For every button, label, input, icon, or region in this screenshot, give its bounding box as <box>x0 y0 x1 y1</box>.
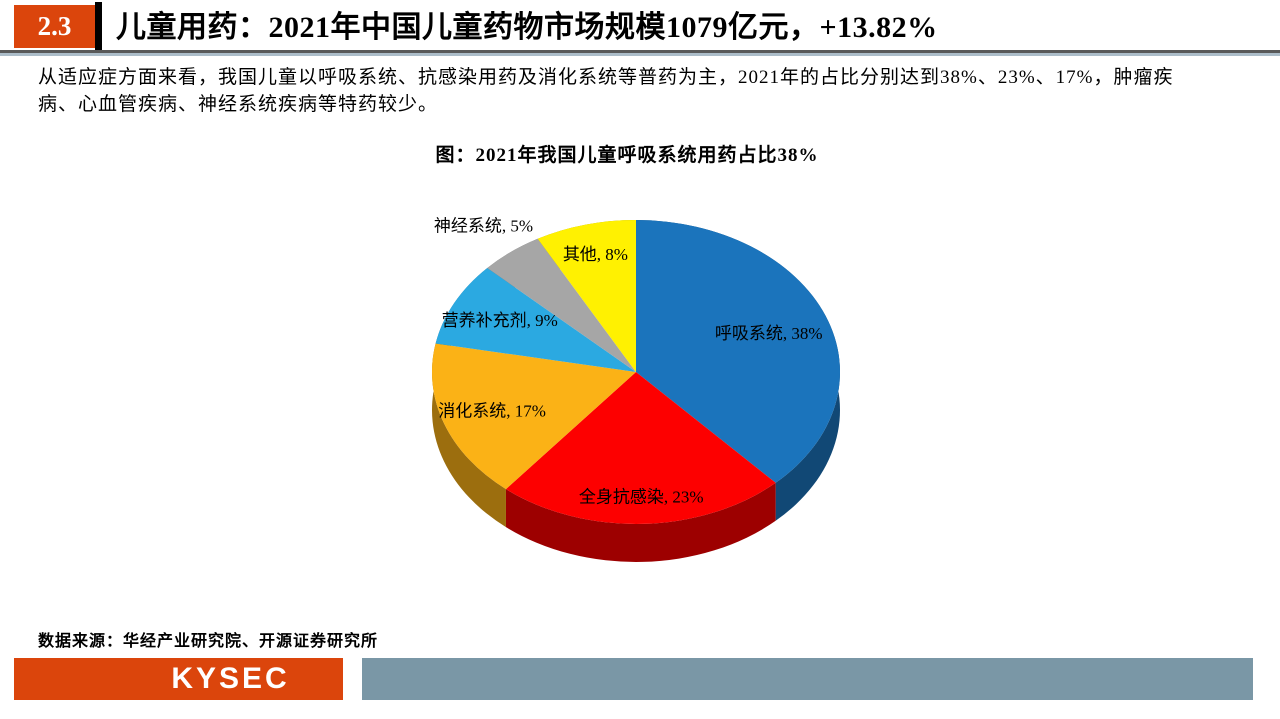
badge-divider <box>95 2 102 50</box>
pie-slice <box>487 238 636 372</box>
header-rule-light <box>0 53 1280 56</box>
kysec-logo: KYSEC <box>171 662 290 695</box>
body-paragraph: 从适应症方面来看，我国儿童以呼吸系统、抗感染用药及消化系统等普药为主，2021年… <box>38 64 1258 118</box>
source-text: 数据来源：华经产业研究院、开源证券研究所 <box>38 633 379 650</box>
footer-logo-bar: KYSEC <box>14 658 343 700</box>
pie-slice-side <box>505 482 776 562</box>
pie-slice <box>636 220 840 483</box>
body-line-1: 从适应症方面来看，我国儿童以呼吸系统、抗感染用药及消化系统等普药为主，2021年… <box>38 67 1174 88</box>
header-rule <box>0 50 1280 56</box>
chart-title: 图：2021年我国儿童呼吸系统用药占比38% <box>435 145 819 166</box>
section-number: 2.3 <box>37 11 72 41</box>
pie-slice-label: 呼吸系统, 38% <box>715 324 823 343</box>
header-rule-dark <box>0 50 1280 53</box>
chart-area: 呼吸系统, 38% 全身抗感染, 23% 消化系统, 17% 营养补充剂, 9% 神经系… <box>376 188 896 588</box>
pie-slice-side <box>432 343 506 528</box>
pie-slice <box>432 343 636 490</box>
pie-slice-label: 神经系统, 5% <box>434 216 533 235</box>
section-number-badge: 2.3 <box>14 5 95 48</box>
pie-slice <box>537 220 636 372</box>
pie-slice <box>435 267 636 372</box>
footer-bar-right <box>362 658 1253 700</box>
pie-chart: 呼吸系统, 38% 全身抗感染, 23% 消化系统, 17% 营养补充剂, 9% 神经系… <box>432 216 840 562</box>
pie-slice-label: 全身抗感染, 23% <box>579 488 704 507</box>
pie-slice-label: 营养补充剂, 9% <box>442 311 558 330</box>
pie-slice <box>505 372 776 524</box>
pie-slice-label: 消化系统, 17% <box>438 402 546 421</box>
page-title: 儿童用药：2021年中国儿童药物市场规模1079亿元，+13.82% <box>116 11 938 44</box>
pie-slice-label: 其他, 8% <box>563 245 628 264</box>
body-line-2: 病、心血管疾病、神经系统疾病等特药较少。 <box>38 94 439 115</box>
